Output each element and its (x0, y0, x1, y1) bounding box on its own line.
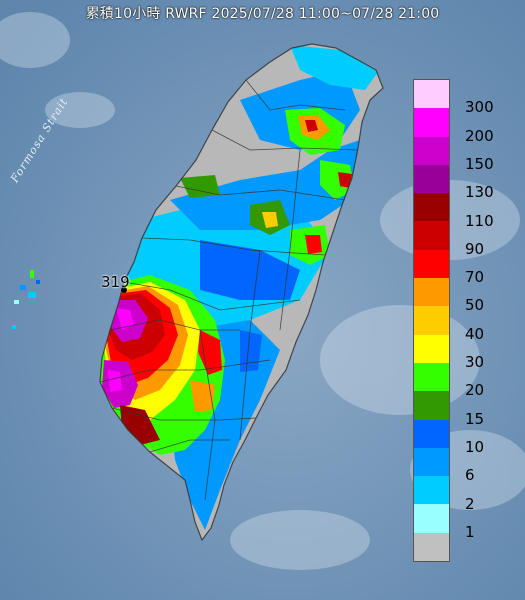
legend-swatch (414, 447, 449, 477)
legend-label: 150 (465, 154, 494, 173)
rainfall-field (100, 45, 378, 530)
legend-swatch (414, 306, 449, 335)
legend-swatch (414, 108, 449, 137)
legend-swatch (414, 476, 449, 505)
legend-swatch (414, 80, 449, 109)
legend-label: 50 (465, 296, 485, 315)
legend-label: 1 (465, 522, 475, 541)
legend-label: 10 (465, 437, 485, 456)
legend-swatch (414, 419, 449, 448)
legend-label: 90 (465, 239, 485, 258)
county-borders (99, 43, 384, 541)
legend-label: 70 (465, 268, 485, 287)
legend-swatch (414, 164, 449, 194)
legend-label: 15 (465, 409, 485, 428)
map-title: 累積10小時 RWRF 2025/07/28 11:00~07/28 21:00 (85, 6, 440, 22)
legend-label: 130 (465, 183, 494, 202)
legend-swatch (414, 334, 449, 363)
legend-swatch (414, 278, 449, 307)
legend-label: 2 (465, 494, 475, 513)
legend-label: 300 (465, 98, 494, 117)
offshore-rain (12, 270, 40, 329)
legend-label: 30 (465, 353, 485, 371)
legend-label: 20 (465, 381, 485, 400)
legend-label: 110 (465, 211, 494, 230)
legend-swatch (414, 249, 449, 279)
legend-label: 6 (465, 466, 475, 485)
legend-swatch (414, 193, 449, 222)
legend-swatch (414, 136, 449, 165)
max-rainfall-label: 319 (101, 273, 130, 291)
rainfall-legend (413, 79, 450, 563)
max-location-marker (121, 287, 127, 293)
legend-swatch (414, 391, 449, 420)
legend-label: 200 (465, 126, 494, 145)
legend-label: 40 (465, 324, 485, 343)
legend-swatch (414, 362, 449, 392)
legend-swatch (414, 504, 449, 533)
legend-swatch (414, 532, 449, 562)
legend-swatch (414, 221, 449, 250)
